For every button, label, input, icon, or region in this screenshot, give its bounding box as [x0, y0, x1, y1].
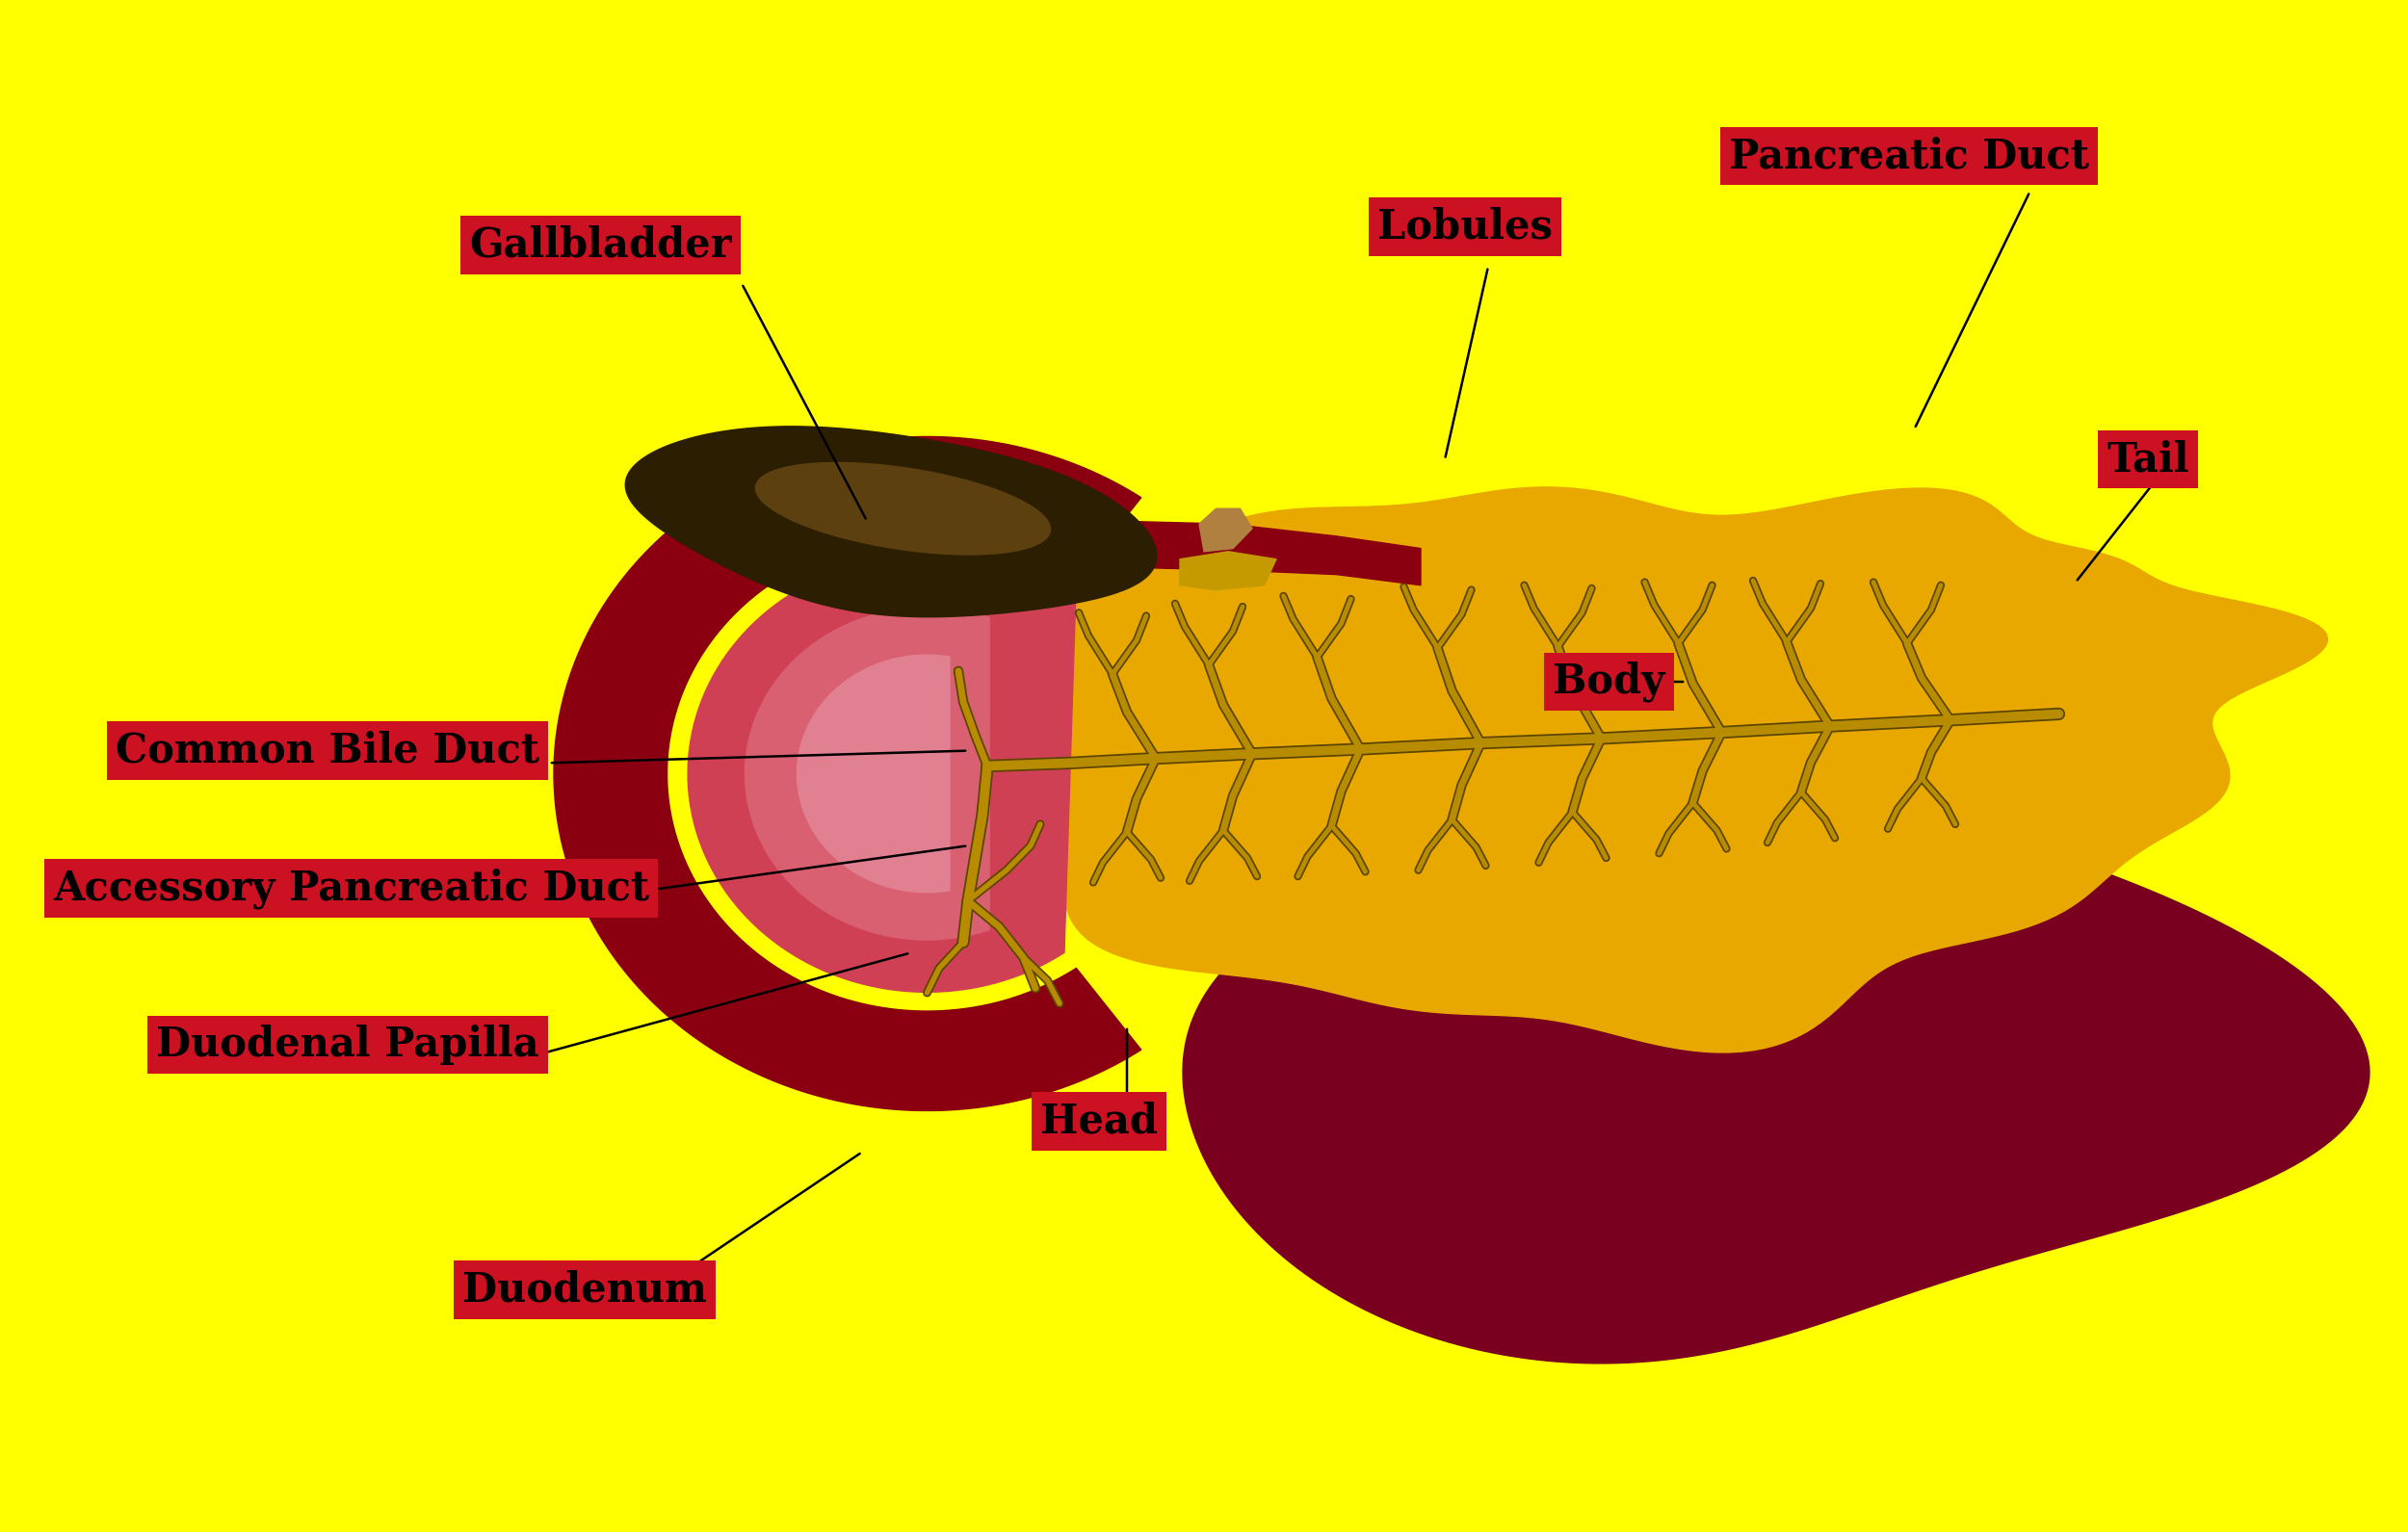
Text: Accessory Pancreatic Duct: Accessory Pancreatic Duct: [53, 869, 650, 908]
Text: Gallbladder: Gallbladder: [470, 225, 732, 265]
Polygon shape: [927, 521, 1421, 585]
Polygon shape: [797, 656, 949, 892]
Text: Body: Body: [1553, 662, 1666, 702]
Text: Duodenum: Duodenum: [462, 1270, 708, 1310]
Polygon shape: [881, 487, 2329, 1052]
Polygon shape: [1199, 509, 1252, 552]
Polygon shape: [1180, 552, 1276, 590]
Text: Lobules: Lobules: [1377, 207, 1553, 247]
Polygon shape: [554, 437, 1141, 1111]
Polygon shape: [626, 426, 1156, 617]
Polygon shape: [689, 555, 1076, 993]
Polygon shape: [744, 608, 990, 939]
Polygon shape: [1182, 797, 2369, 1363]
Polygon shape: [756, 463, 1050, 555]
Text: Common Bile Duct: Common Bile Duct: [116, 731, 539, 771]
Text: Tail: Tail: [2107, 440, 2189, 480]
Text: Pancreatic Duct: Pancreatic Duct: [1729, 136, 2090, 176]
Text: Duodenal Papilla: Duodenal Papilla: [157, 1025, 539, 1065]
Text: Head: Head: [1040, 1102, 1158, 1141]
